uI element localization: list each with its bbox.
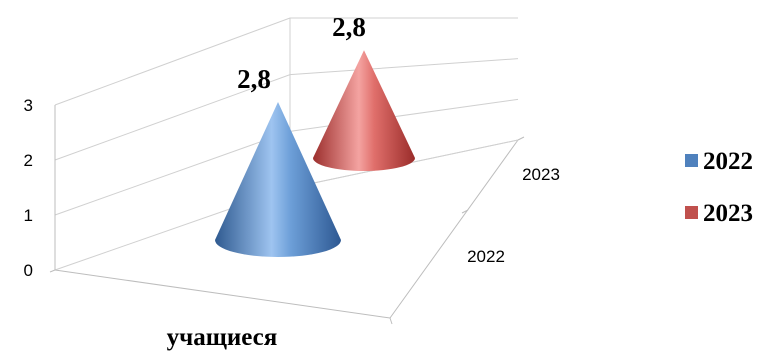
tick-mark: [389, 317, 393, 325]
depth-axis-labels: 2023 2022: [467, 165, 560, 266]
legend-label-2023: 2023: [703, 200, 753, 227]
y-tick-label: 0: [24, 261, 33, 280]
tick-mark: [461, 209, 469, 214]
legend-label-2022: 2022: [703, 148, 753, 175]
legend-swatch-2023: [685, 206, 698, 219]
cone-marks: [215, 50, 415, 258]
category-label: учащиеся: [167, 324, 278, 351]
gridline: [54, 17, 518, 106]
depth-label-2022: 2022: [467, 247, 505, 266]
y-tick-label: 3: [24, 96, 33, 115]
y-tick-label: 1: [24, 206, 33, 225]
data-label-2022: 2,8: [237, 64, 271, 94]
cone-2023: [313, 50, 415, 171]
y-axis-tick-labels: 0 1 2 3: [24, 96, 33, 280]
legend: 2022 2023: [685, 148, 753, 227]
cone-2022: [215, 101, 341, 258]
data-labels: 2,8 2,8: [237, 12, 366, 94]
y-tick-label: 2: [24, 151, 33, 170]
data-label-2023: 2,8: [332, 12, 366, 42]
depth-label-2023: 2023: [522, 165, 560, 184]
tick-mark: [49, 269, 56, 273]
legend-swatch-2022: [685, 154, 698, 167]
tick-mark: [517, 136, 525, 141]
